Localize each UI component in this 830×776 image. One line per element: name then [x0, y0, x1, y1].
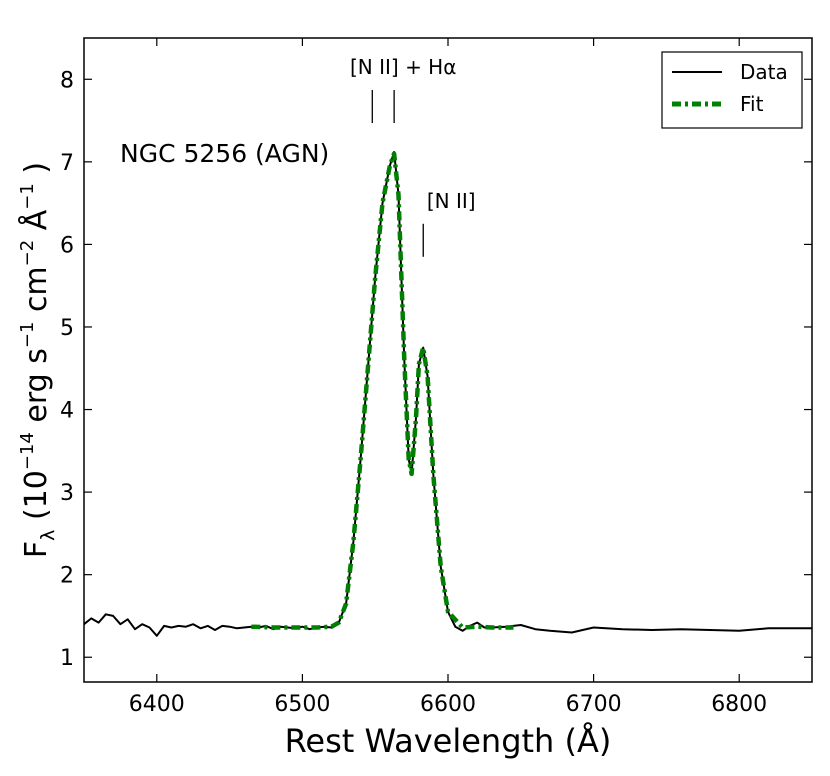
y-tick-label: 4 — [60, 399, 74, 424]
x-tick-label: 6700 — [566, 692, 622, 717]
legend-box — [661, 51, 803, 129]
series-layer — [83, 150, 812, 637]
plot-area — [83, 37, 813, 683]
y-axis-ticks: 1 2 3 4 5 6 7 8 — [60, 68, 812, 671]
annotation-label: [N II] — [427, 189, 476, 213]
y-tick-label: 8 — [60, 68, 74, 93]
series-fit-line — [251, 151, 514, 630]
legend-fit-label: Fit — [740, 92, 764, 116]
legend-data-label: Data — [740, 60, 788, 84]
y-tick-label: 7 — [60, 151, 74, 176]
x-tick-label: 6400 — [129, 692, 185, 717]
y-tick-label: 2 — [60, 564, 74, 589]
x-tick-label: 6600 — [420, 692, 476, 717]
y-axis-title: Fλ (10−14 erg s−1 cm−2 Å−1 ) — [17, 162, 59, 558]
y-tick-label: 1 — [60, 646, 74, 671]
x-axis-ticks: 6400 6500 6600 6700 6800 — [129, 38, 767, 717]
annotation-layer: [N II] + Hα [N II] — [350, 55, 476, 257]
y-tick-label: 6 — [60, 233, 74, 258]
annotation-label: [N II] + Hα — [350, 55, 456, 79]
legend: Data Fit — [661, 51, 803, 129]
y-tick-label: 5 — [60, 316, 74, 341]
x-axis-title: Rest Wavelength (Å) — [285, 722, 612, 760]
x-tick-label: 6500 — [274, 692, 330, 717]
x-tick-label: 6800 — [711, 692, 767, 717]
y-tick-label: 3 — [60, 481, 74, 506]
object-label: NGC 5256 (AGN) — [120, 139, 329, 168]
